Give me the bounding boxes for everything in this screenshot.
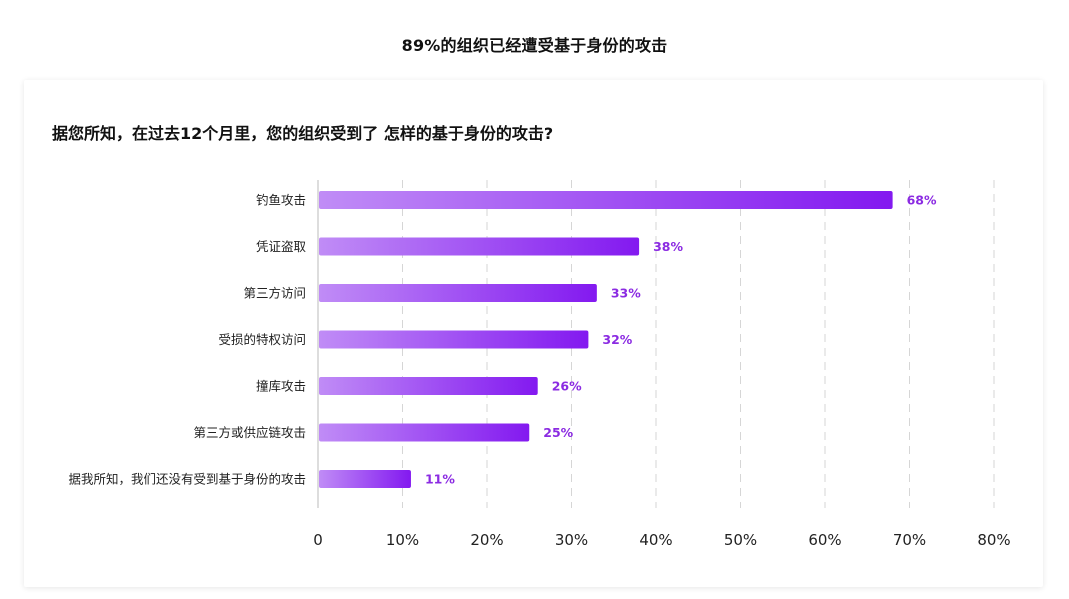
chart-card: 据您所知，在过去12个月里，您的组织受到了 怎样的基于身份的攻击? 0 10% 20… <box>24 80 1043 587</box>
bar <box>319 423 530 442</box>
category-label: 第三方访问 <box>243 286 306 301</box>
page-title: 89%的组织已经遭受基于身份的攻击 <box>401 36 668 55</box>
category-label: 第三方或供应链攻击 <box>193 425 306 440</box>
value-label: 38% <box>653 239 683 254</box>
x-tick-label: 20% <box>470 531 503 549</box>
bar <box>319 191 893 209</box>
bars <box>319 191 893 488</box>
bar <box>319 470 411 488</box>
x-tick-label: 40% <box>639 531 672 549</box>
category-label: 凭证盗取 <box>256 239 307 254</box>
survey-question: 据您所知，在过去12个月里，您的组织受到了 怎样的基于身份的攻击? <box>52 124 554 143</box>
grid-lines <box>317 180 995 508</box>
category-label: 受损的特权访问 <box>218 332 306 347</box>
labels: 0 10% 20% 30% 40% 50% 60% 70% 80% 钓鱼攻击 68% 凭证盗取 38% 第… <box>68 193 1010 550</box>
x-tick-label: 10% <box>386 531 419 549</box>
bar <box>319 284 597 302</box>
x-tick-label: 80% <box>977 531 1010 549</box>
value-label: 68% <box>907 193 937 208</box>
bar-chart: 0 10% 20% 30% 40% 50% 60% 70% 80% 钓鱼攻击 68% 凭证盗取 38% 第… <box>68 180 1011 550</box>
value-label: 11% <box>425 472 455 487</box>
x-tick-label: 50% <box>724 531 757 549</box>
bar <box>319 237 640 256</box>
x-tick-label: 60% <box>808 531 841 549</box>
bar <box>319 330 589 349</box>
value-label: 26% <box>552 379 582 394</box>
category-label: 撞库攻击 <box>256 379 306 394</box>
value-label: 25% <box>543 425 573 440</box>
bar <box>319 377 538 395</box>
x-tick-label: 30% <box>555 531 588 549</box>
category-label: 据我所知，我们还没有受到基于身份的攻击 <box>68 472 306 487</box>
x-tick-label: 70% <box>893 531 926 549</box>
value-label: 33% <box>611 286 641 301</box>
value-label: 32% <box>602 332 632 347</box>
category-label: 钓鱼攻击 <box>256 193 306 208</box>
x-tick-label: 0 <box>313 531 323 549</box>
